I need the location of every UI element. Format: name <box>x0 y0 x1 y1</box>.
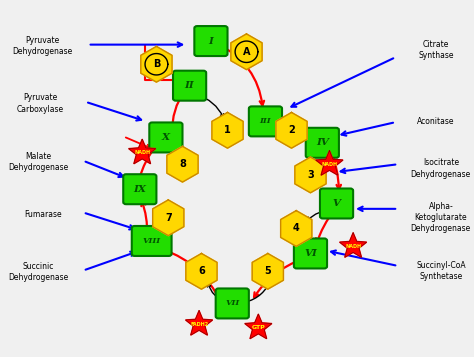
FancyBboxPatch shape <box>216 288 249 318</box>
Text: FADH2: FADH2 <box>190 322 208 327</box>
Text: Succinyl-CoA
Synthetase: Succinyl-CoA Synthetase <box>416 261 465 281</box>
Text: IV: IV <box>316 138 329 147</box>
Polygon shape <box>339 233 367 257</box>
Text: 7: 7 <box>165 213 172 223</box>
Polygon shape <box>316 151 343 175</box>
Text: VII: VII <box>225 300 239 307</box>
Text: NADH: NADH <box>345 244 361 249</box>
Polygon shape <box>252 253 283 289</box>
Text: Citrate
Synthase: Citrate Synthase <box>419 40 454 60</box>
FancyBboxPatch shape <box>173 71 206 101</box>
Text: 6: 6 <box>198 266 205 276</box>
Text: NADH: NADH <box>321 162 337 167</box>
Text: V: V <box>333 199 340 208</box>
Text: B: B <box>153 59 160 69</box>
Polygon shape <box>167 146 198 182</box>
Text: Malate
Dehydrogenase: Malate Dehydrogenase <box>8 152 68 172</box>
Text: 4: 4 <box>293 223 300 233</box>
FancyBboxPatch shape <box>123 174 156 204</box>
Polygon shape <box>128 139 156 164</box>
Text: III: III <box>260 117 271 125</box>
Polygon shape <box>186 253 217 289</box>
Text: Isocitrate
Dehydrogenase: Isocitrate Dehydrogenase <box>410 159 471 178</box>
Text: 5: 5 <box>264 266 271 276</box>
Polygon shape <box>185 311 213 335</box>
Text: II: II <box>185 81 194 90</box>
Text: GTP: GTP <box>251 325 265 330</box>
Text: Fumarase: Fumarase <box>24 210 62 219</box>
Text: I: I <box>209 36 213 46</box>
Text: 8: 8 <box>179 159 186 169</box>
FancyBboxPatch shape <box>320 188 353 218</box>
FancyBboxPatch shape <box>132 226 172 256</box>
FancyBboxPatch shape <box>194 26 228 56</box>
Polygon shape <box>212 112 243 148</box>
Text: 2: 2 <box>288 125 295 135</box>
Text: Pyruvate
Dehydrogenase: Pyruvate Dehydrogenase <box>12 36 73 56</box>
Text: Pyruvate
Carboxylase: Pyruvate Carboxylase <box>17 94 64 114</box>
Text: Alpha-
Ketoglutarate
Dehydrogenase: Alpha- Ketoglutarate Dehydrogenase <box>410 202 471 233</box>
Text: 3: 3 <box>307 170 314 180</box>
Text: VI: VI <box>304 249 317 258</box>
FancyBboxPatch shape <box>306 128 339 158</box>
Text: 1: 1 <box>224 125 231 135</box>
Polygon shape <box>245 314 272 339</box>
Polygon shape <box>141 46 172 82</box>
Polygon shape <box>295 157 326 193</box>
Text: NADH: NADH <box>134 150 150 155</box>
Polygon shape <box>281 211 312 246</box>
Text: A: A <box>243 47 250 57</box>
FancyBboxPatch shape <box>249 106 282 136</box>
Text: Succinic
Dehydrogenase: Succinic Dehydrogenase <box>8 262 68 282</box>
Text: Aconitase: Aconitase <box>417 117 455 126</box>
FancyBboxPatch shape <box>294 238 327 268</box>
Text: X: X <box>162 133 170 142</box>
Polygon shape <box>276 112 307 148</box>
Polygon shape <box>153 200 184 236</box>
Polygon shape <box>231 34 262 70</box>
Text: VIII: VIII <box>143 237 161 245</box>
Text: IX: IX <box>133 185 146 194</box>
FancyBboxPatch shape <box>149 122 182 152</box>
